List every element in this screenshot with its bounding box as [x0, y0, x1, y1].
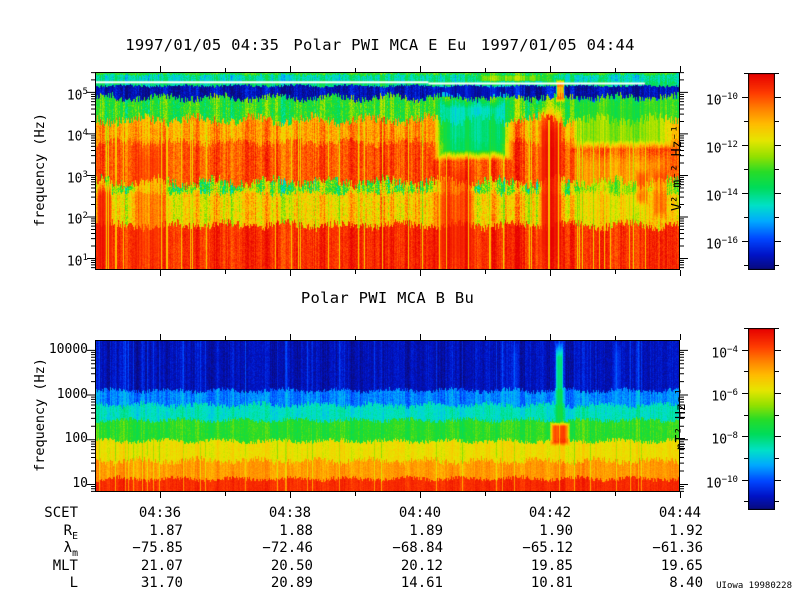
- colorbar-tick-label: 10−10: [705, 92, 738, 109]
- e-colorbar-ticks: [742, 73, 781, 266]
- table-cell: 1.89: [409, 523, 443, 539]
- e-colorbar: [748, 73, 775, 270]
- b-colorbar: [748, 328, 775, 510]
- table-cell: −72.46: [262, 540, 313, 556]
- frequency-axis-label: frequency (Hz): [32, 358, 48, 472]
- table-cell: 1.92: [669, 523, 703, 539]
- frequency-tick-label: 100: [64, 431, 88, 447]
- table-cell: 14.61: [400, 575, 443, 591]
- table-row-label-l: L: [69, 575, 78, 591]
- scet-time-label: 04:40: [398, 505, 442, 521]
- table-row-label-scet: SCET: [44, 505, 78, 521]
- table-cell: −61.36: [652, 540, 703, 556]
- table-cell: 31.70: [140, 575, 183, 591]
- table-cell: 19.65: [660, 558, 703, 574]
- table-cell: 19.85: [530, 558, 573, 574]
- colorbar-tick-label: 10−8: [711, 431, 738, 448]
- b-field-spectrogram-canvas: [95, 340, 680, 492]
- e-panel-axes: [87, 66, 688, 276]
- table-cell: 20.12: [400, 558, 443, 574]
- top-title-start-time: 1997/01/05 04:35: [125, 36, 280, 54]
- colorbar-tick-label: 10−14: [705, 188, 738, 205]
- table-row-label-mlt: MLT: [52, 558, 78, 574]
- colorbar-tick-label: 10−12: [705, 140, 738, 157]
- colorbar-unit-label: nT² Hz⁻¹: [674, 387, 689, 451]
- b-panel-axes: [87, 334, 688, 498]
- top-title-instrument: Polar PWI MCA E Eu: [293, 36, 467, 54]
- frequency-axis-label: frequency (Hz): [32, 113, 48, 227]
- scet-time-label: 04:38: [268, 505, 312, 521]
- frequency-tick-label: 103: [66, 169, 88, 187]
- frequency-tick-label: 101: [66, 252, 88, 270]
- scet-time-label: 04:36: [138, 505, 182, 521]
- table-cell: −65.12: [522, 540, 573, 556]
- colorbar-tick-label: 10−16: [705, 236, 738, 253]
- top-title-end-time: 1997/01/05 04:44: [480, 36, 635, 54]
- top-panel-title: 1997/01/05 04:35 Polar PWI MCA E Eu 1997/0…: [0, 36, 760, 54]
- colorbar-unit-label: V² m⁻² Hz⁻¹: [670, 124, 685, 212]
- table-cell: 1.87: [149, 523, 183, 539]
- table-cell: 21.07: [140, 558, 183, 574]
- frequency-tick-label: 10: [72, 475, 88, 491]
- table-cell: 10.81: [530, 575, 573, 591]
- colorbar-tick-label: 10−10: [705, 474, 738, 491]
- colorbar-tick-label: 10−6: [711, 388, 738, 405]
- e-field-spectrogram-canvas: [95, 72, 680, 270]
- frequency-tick-label: 105: [66, 86, 88, 104]
- table-cell: 8.40: [669, 575, 703, 591]
- frequency-tick-label: 102: [66, 211, 88, 228]
- frequency-tick-label: 10000: [48, 341, 88, 357]
- frequency-tick-label: 104: [66, 128, 88, 145]
- table-row-label-λ: λm: [63, 540, 78, 559]
- frequency-tick-label: 1000: [56, 386, 88, 402]
- colorbar-tick-label: 10−4: [711, 344, 738, 361]
- table-cell: 20.89: [270, 575, 313, 591]
- table-cell: 1.90: [539, 523, 573, 539]
- uiowa-stamp: UIowa 19980228: [716, 581, 792, 591]
- table-row-label-r: RE: [63, 523, 78, 542]
- scet-time-label: 04:42: [528, 505, 572, 521]
- table-cell: −75.85: [132, 540, 183, 556]
- table-cell: −68.84: [392, 540, 443, 556]
- b-colorbar-ticks: [742, 328, 781, 502]
- scet-time-label: 04:44: [658, 505, 702, 521]
- table-cell: 20.50: [270, 558, 313, 574]
- bottom-panel-title: Polar PWI MCA B Bu: [300, 289, 475, 307]
- table-cell: 1.88: [279, 523, 313, 539]
